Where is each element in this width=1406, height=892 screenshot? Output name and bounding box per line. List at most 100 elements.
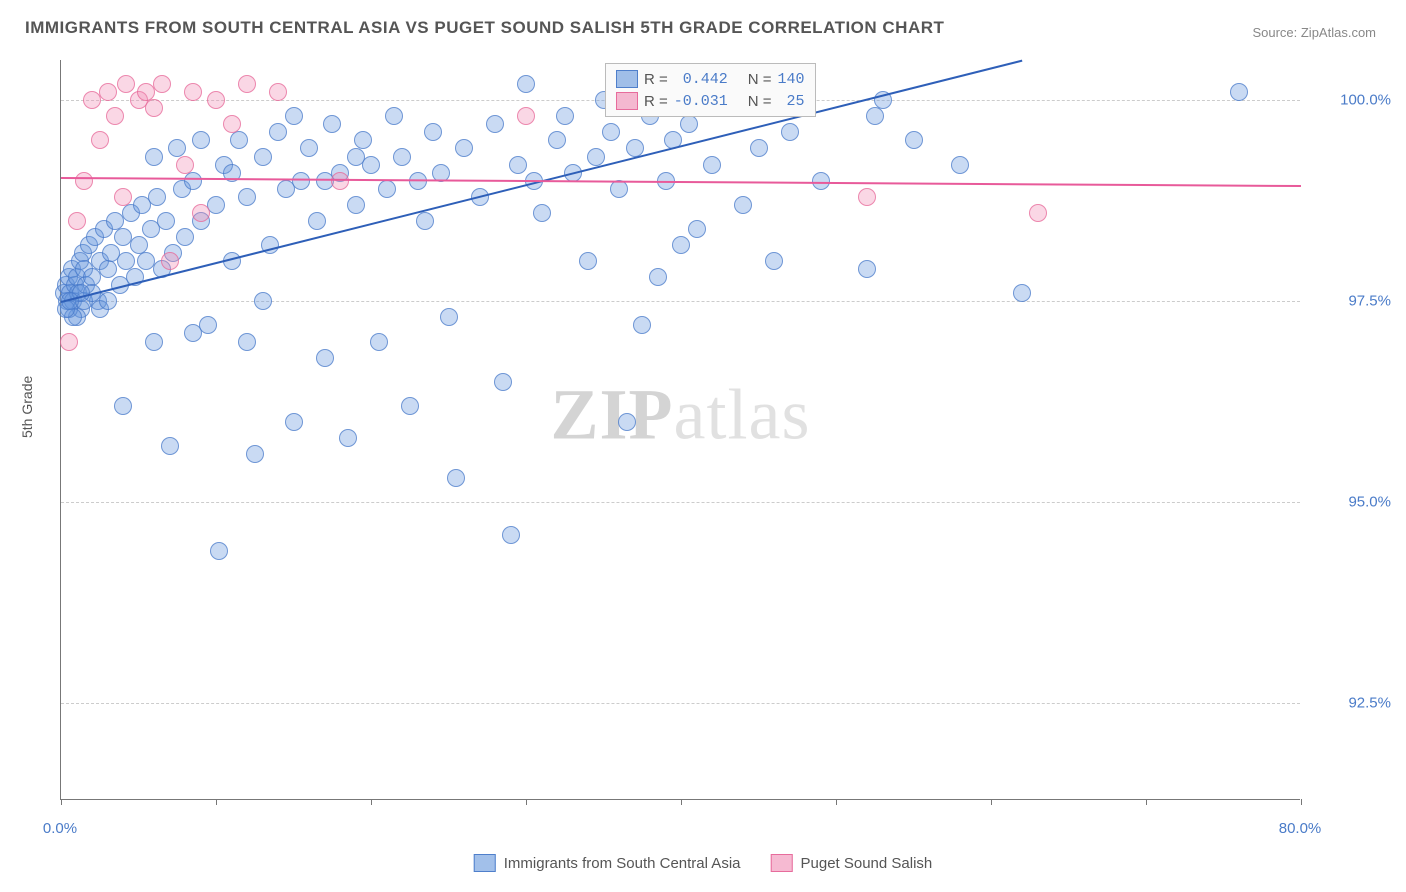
scatter-plot-area: ZIPatlas R = 0.442N =140R =-0.031N = 25 bbox=[60, 60, 1300, 800]
x-tick bbox=[681, 799, 682, 805]
data-point bbox=[285, 413, 303, 431]
legend-swatch-icon bbox=[616, 70, 638, 88]
data-point bbox=[866, 107, 884, 125]
data-point bbox=[858, 260, 876, 278]
data-point bbox=[509, 156, 527, 174]
data-point bbox=[587, 148, 605, 166]
x-tick bbox=[836, 799, 837, 805]
data-point bbox=[517, 107, 535, 125]
data-point bbox=[210, 542, 228, 560]
data-point bbox=[347, 148, 365, 166]
data-point bbox=[254, 148, 272, 166]
gridline bbox=[61, 502, 1300, 503]
y-tick-label: 95.0% bbox=[1348, 494, 1391, 511]
data-point bbox=[680, 115, 698, 133]
data-point bbox=[292, 172, 310, 190]
data-point bbox=[416, 212, 434, 230]
trend-line bbox=[61, 177, 1301, 187]
data-point bbox=[517, 75, 535, 93]
data-point bbox=[393, 148, 411, 166]
data-point bbox=[75, 172, 93, 190]
legend-swatch-icon bbox=[474, 854, 496, 872]
data-point bbox=[60, 333, 78, 351]
data-point bbox=[148, 188, 166, 206]
data-point bbox=[602, 123, 620, 141]
data-point bbox=[223, 115, 241, 133]
legend-item: Immigrants from South Central Asia bbox=[474, 854, 741, 872]
data-point bbox=[858, 188, 876, 206]
data-point bbox=[238, 333, 256, 351]
data-point bbox=[176, 228, 194, 246]
watermark-rest: atlas bbox=[674, 374, 811, 454]
legend-n-label: N = bbox=[748, 93, 772, 110]
data-point bbox=[184, 83, 202, 101]
x-tick-label: 0.0% bbox=[43, 820, 77, 837]
data-point bbox=[750, 139, 768, 157]
data-point bbox=[347, 196, 365, 214]
data-point bbox=[502, 526, 520, 544]
data-point bbox=[362, 156, 380, 174]
watermark: ZIPatlas bbox=[551, 373, 811, 456]
data-point bbox=[440, 308, 458, 326]
data-point bbox=[145, 333, 163, 351]
x-tick bbox=[371, 799, 372, 805]
data-point bbox=[734, 196, 752, 214]
data-point bbox=[114, 397, 132, 415]
watermark-bold: ZIP bbox=[551, 374, 674, 454]
data-point bbox=[184, 172, 202, 190]
y-axis-title: 5th Grade bbox=[19, 376, 35, 438]
data-point bbox=[68, 212, 86, 230]
data-point bbox=[672, 236, 690, 254]
data-point bbox=[230, 131, 248, 149]
data-point bbox=[765, 252, 783, 270]
correlation-legend: R = 0.442N =140R =-0.031N = 25 bbox=[605, 63, 816, 117]
data-point bbox=[385, 107, 403, 125]
data-point bbox=[161, 252, 179, 270]
data-point bbox=[117, 252, 135, 270]
data-point bbox=[207, 91, 225, 109]
data-point bbox=[238, 188, 256, 206]
data-point bbox=[556, 107, 574, 125]
data-point bbox=[199, 316, 217, 334]
gridline bbox=[61, 301, 1300, 302]
data-point bbox=[649, 268, 667, 286]
data-point bbox=[618, 413, 636, 431]
legend-r-value: -0.031 bbox=[674, 93, 728, 110]
legend-item: Puget Sound Salish bbox=[771, 854, 933, 872]
y-tick-label: 97.5% bbox=[1348, 293, 1391, 310]
y-tick-label: 100.0% bbox=[1340, 92, 1391, 109]
data-point bbox=[192, 131, 210, 149]
data-point bbox=[905, 131, 923, 149]
data-point bbox=[300, 139, 318, 157]
data-point bbox=[316, 349, 334, 367]
data-point bbox=[117, 75, 135, 93]
data-point bbox=[1029, 204, 1047, 222]
y-tick-label: 92.5% bbox=[1348, 695, 1391, 712]
data-point bbox=[145, 99, 163, 117]
data-point bbox=[99, 260, 117, 278]
data-point bbox=[951, 156, 969, 174]
data-point bbox=[447, 469, 465, 487]
legend-n-value: 25 bbox=[778, 93, 805, 110]
data-point bbox=[157, 212, 175, 230]
data-point bbox=[323, 115, 341, 133]
legend-swatch-icon bbox=[616, 92, 638, 110]
data-point bbox=[548, 131, 566, 149]
x-tick bbox=[526, 799, 527, 805]
legend-label: Puget Sound Salish bbox=[801, 855, 933, 872]
source-attribution: Source: ZipAtlas.com bbox=[1252, 25, 1376, 40]
legend-r-label: R = bbox=[644, 93, 668, 110]
data-point bbox=[269, 83, 287, 101]
x-tick bbox=[216, 799, 217, 805]
data-point bbox=[176, 156, 194, 174]
data-point bbox=[378, 180, 396, 198]
data-point bbox=[579, 252, 597, 270]
x-tick bbox=[1146, 799, 1147, 805]
data-point bbox=[153, 75, 171, 93]
legend-swatch-icon bbox=[771, 854, 793, 872]
data-point bbox=[254, 292, 272, 310]
data-point bbox=[99, 292, 117, 310]
data-point bbox=[285, 107, 303, 125]
data-point bbox=[106, 107, 124, 125]
data-point bbox=[494, 373, 512, 391]
